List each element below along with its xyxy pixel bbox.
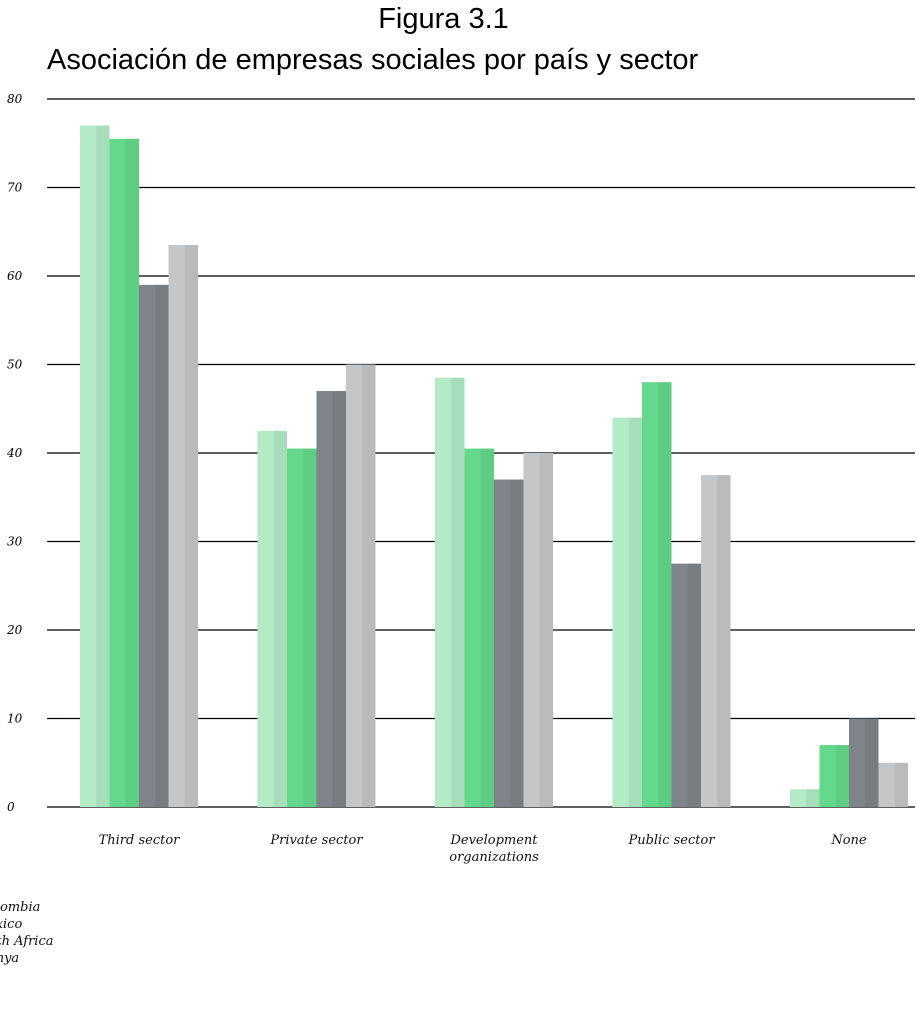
bar-third-sector-south-africa bbox=[139, 284, 169, 808]
bar-shade-none-kenya bbox=[894, 762, 908, 807]
bar-third-sector-mexico bbox=[109, 138, 139, 807]
bar-shade-development-organizations-mexico bbox=[480, 448, 494, 807]
y-tick-label-0: 0 bbox=[7, 800, 15, 814]
bar-none-south-africa bbox=[849, 718, 879, 807]
x-label-development-organizations: Development bbox=[449, 833, 538, 848]
bar-shade-none-mexico bbox=[835, 745, 849, 807]
y-tick-label-10: 10 bbox=[7, 712, 23, 726]
bar-private-sector-kenya bbox=[346, 364, 376, 807]
bar-development-organizations-kenya bbox=[523, 453, 553, 807]
y-tick-label-60: 60 bbox=[7, 269, 23, 283]
bar-shade-public-sector-south-africa bbox=[687, 563, 701, 807]
x-label-development-organizations-line2: organizations bbox=[449, 850, 539, 865]
bar-shade-third-sector-kenya bbox=[184, 245, 198, 807]
bar-development-organizations-mexico bbox=[464, 448, 494, 807]
bar-shade-third-sector-south-africa bbox=[155, 284, 169, 808]
y-tick-label-70: 70 bbox=[7, 181, 23, 195]
x-label-none: None bbox=[830, 833, 867, 848]
bar-public-sector-colombia bbox=[612, 417, 642, 807]
legend-item-south-africa: uth Africa bbox=[0, 934, 54, 949]
y-tick-label-80: 80 bbox=[7, 92, 23, 106]
bar-shade-public-sector-mexico bbox=[658, 382, 672, 807]
bar-public-sector-mexico bbox=[642, 382, 672, 807]
bar-shade-private-sector-kenya bbox=[362, 364, 376, 807]
bar-public-sector-kenya bbox=[701, 475, 731, 807]
chart-title: Asociación de empresas sociales por país… bbox=[47, 44, 699, 76]
bar-shade-none-colombia bbox=[806, 789, 820, 807]
bar-public-sector-south-africa bbox=[671, 563, 701, 807]
bar-shade-third-sector-mexico bbox=[125, 138, 139, 807]
bar-development-organizations-colombia bbox=[435, 377, 465, 807]
bar-shade-development-organizations-kenya bbox=[539, 453, 553, 807]
bar-third-sector-colombia bbox=[80, 125, 110, 808]
bar-shade-public-sector-kenya bbox=[717, 475, 731, 807]
bar-shade-development-organizations-colombia bbox=[451, 377, 465, 807]
y-tick-label-30: 30 bbox=[7, 535, 23, 549]
y-tick-label-20: 20 bbox=[6, 623, 23, 637]
bar-none-colombia bbox=[790, 789, 820, 807]
figure-label: Figura 3.1 bbox=[378, 3, 509, 35]
bar-shade-private-sector-mexico bbox=[303, 448, 317, 807]
chart-title-block: Figura 3.1 Asociación de empresas social… bbox=[0, 0, 917, 90]
bar-private-sector-mexico bbox=[287, 448, 317, 807]
bar-private-sector-colombia bbox=[257, 430, 287, 807]
legend-item-kenya: enya bbox=[0, 951, 20, 966]
bar-shade-private-sector-south-africa bbox=[332, 391, 346, 807]
x-label-third-sector: Third sector bbox=[99, 833, 181, 848]
y-tick-label-40: 40 bbox=[6, 446, 23, 460]
bar-development-organizations-south-africa bbox=[494, 479, 524, 807]
bar-shade-development-organizations-south-africa bbox=[510, 479, 524, 807]
x-label-private-sector: Private sector bbox=[269, 833, 363, 848]
bar-none-mexico bbox=[819, 745, 849, 807]
legend-item-mexico: exico bbox=[0, 917, 23, 932]
x-label-public-sector: Public sector bbox=[627, 833, 715, 848]
bar-shade-third-sector-colombia bbox=[96, 125, 110, 808]
bar-private-sector-south-africa bbox=[316, 391, 346, 807]
bar-shade-none-south-africa bbox=[865, 718, 879, 807]
legend-item-colombia: olombia bbox=[0, 900, 41, 915]
bar-third-sector-kenya bbox=[168, 245, 198, 807]
bar-none-kenya bbox=[878, 762, 908, 807]
bar-shade-private-sector-colombia bbox=[273, 430, 287, 807]
bar-shade-public-sector-colombia bbox=[628, 417, 642, 807]
y-tick-label-50: 50 bbox=[7, 358, 23, 372]
